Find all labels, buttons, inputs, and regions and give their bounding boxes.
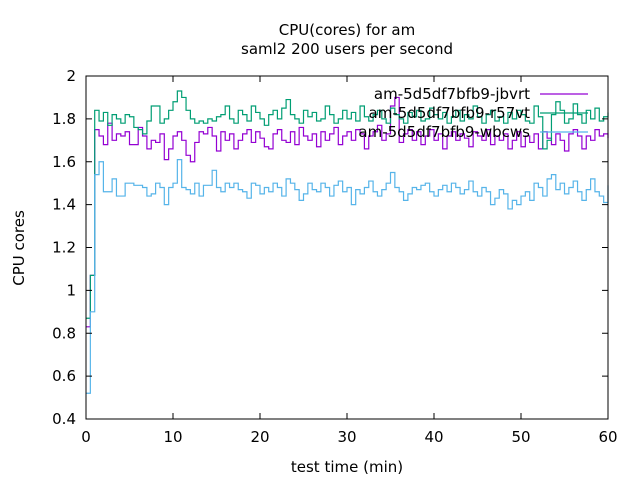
x-tick-label: 60 — [598, 428, 617, 446]
x-tick-label: 30 — [337, 428, 356, 446]
chart-subtitle: saml2 200 users per second — [241, 40, 453, 58]
x-tick-label: 40 — [424, 428, 443, 446]
y-tick-label: 1 — [66, 281, 76, 299]
series-layer — [86, 90, 609, 394]
x-tick-label: 50 — [511, 428, 530, 446]
y-tick-label: 1.4 — [52, 196, 76, 214]
y-tick-label: 0.6 — [52, 367, 76, 385]
y-tick-label: 1.2 — [52, 239, 76, 257]
legend-label: am-5d5df7bfb9-wbcws — [358, 123, 530, 141]
x-tick-label: 20 — [250, 428, 269, 446]
y-tick-label: 2 — [66, 67, 76, 85]
series-line-am-5d5df7bfb9-jbvrt — [86, 96, 609, 328]
x-tick-label: 0 — [81, 428, 91, 446]
x-axis-label: test time (min) — [291, 458, 403, 476]
legend-label: am-5d5df7bfb9-jbvrt — [374, 85, 530, 103]
y-tick-label: 0.4 — [52, 410, 76, 428]
y-axis-label: CPU cores — [10, 210, 28, 286]
chart-title: CPU(cores) for am — [279, 21, 415, 39]
legend-label: am-5d5df7bfb9-r57vt — [369, 104, 531, 122]
x-tick-label: 10 — [163, 428, 182, 446]
series-line-am-5d5df7bfb9-r57vt — [86, 90, 609, 319]
legend: am-5d5df7bfb9-jbvrtam-5d5df7bfb9-r57vtam… — [358, 85, 588, 141]
axes-layer: 0 10 20 30 40 50 60 0.4 0.6 0.8 1 1.2 1.4 1.6 1.8 2 — [52, 67, 617, 446]
y-tick-label: 1.6 — [52, 153, 76, 171]
y-tick-label: 0.8 — [52, 324, 76, 342]
y-tick-label: 1.8 — [52, 110, 76, 128]
series-line-am-5d5df7bfb9-wbcws — [86, 159, 609, 394]
